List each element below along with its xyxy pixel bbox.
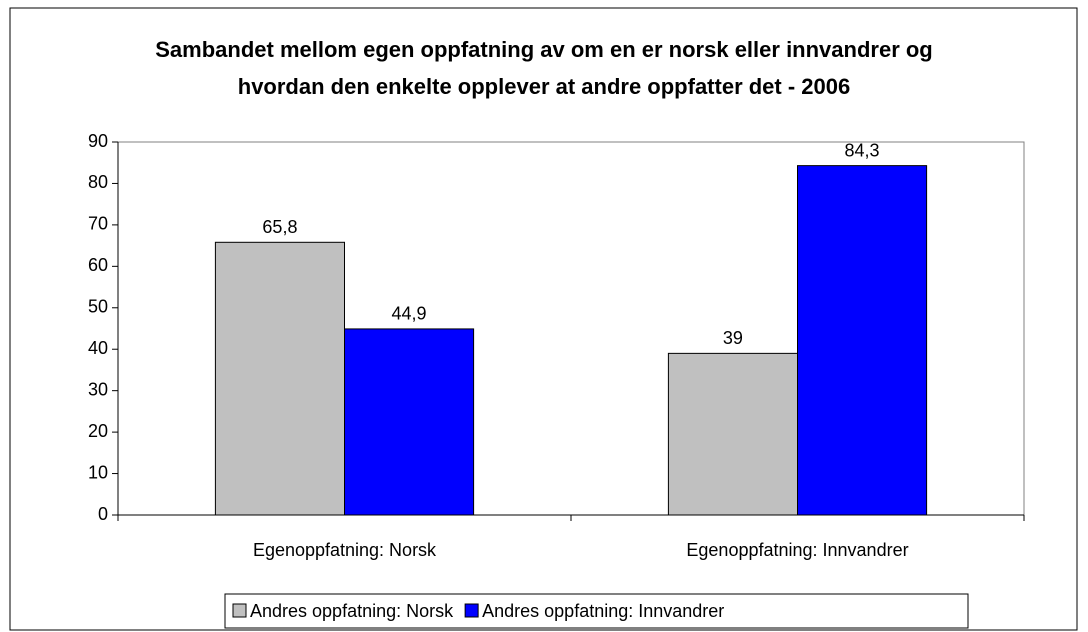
x-tick-label: Egenoppfatning: Innvandrer [686, 540, 908, 560]
value-label: 84,3 [845, 140, 880, 160]
y-tick-label: 0 [98, 504, 108, 524]
x-tick-label: Egenoppfatning: Norsk [253, 540, 437, 560]
legend-label: Andres oppfatning: Innvandrer [482, 601, 724, 621]
y-tick-label: 80 [88, 172, 108, 192]
y-tick-label: 60 [88, 255, 108, 275]
value-label: 65,8 [262, 217, 297, 237]
value-label: 44,9 [392, 304, 427, 324]
bar [797, 165, 928, 516]
bar [344, 328, 475, 516]
legend-box [224, 593, 969, 629]
y-tick-label: 10 [88, 462, 108, 482]
bar [667, 352, 799, 516]
y-tick-label: 50 [88, 297, 108, 317]
y-tick-label: 40 [88, 338, 108, 358]
legend-label: Andres oppfatning: Norsk [250, 601, 454, 621]
y-tick-label: 30 [88, 379, 108, 399]
bar [214, 241, 345, 516]
chart-title: Sambandet mellom egen oppfatning av om e… [155, 37, 933, 62]
legend-swatch [464, 603, 479, 618]
value-label: 39 [723, 328, 743, 348]
y-tick-label: 20 [88, 421, 108, 441]
chart-title: hvordan den enkelte opplever at andre op… [238, 74, 851, 99]
legend-swatch [232, 603, 247, 618]
y-tick-label: 90 [88, 131, 108, 151]
y-tick-label: 70 [88, 214, 108, 234]
